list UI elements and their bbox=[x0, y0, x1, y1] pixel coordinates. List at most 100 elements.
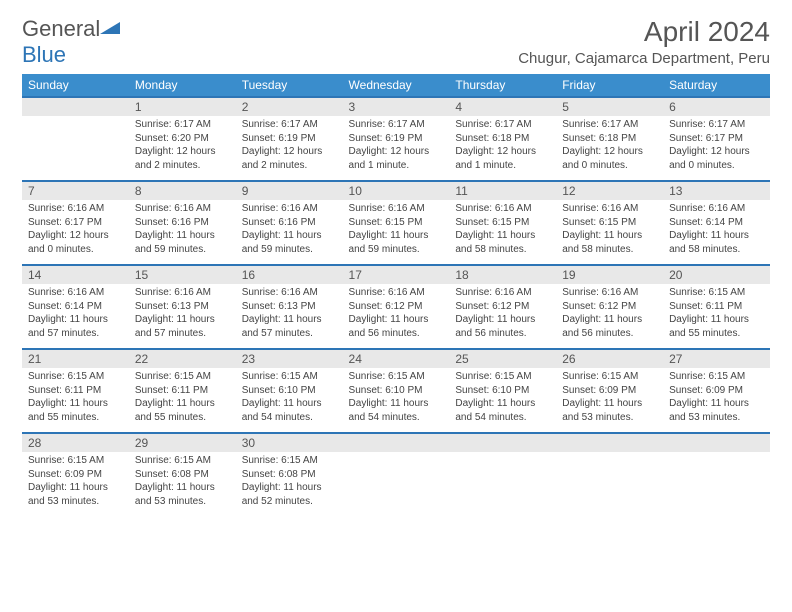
day-number: 29 bbox=[129, 433, 236, 452]
location: Chugur, Cajamarca Department, Peru bbox=[518, 50, 770, 67]
title-block: April 2024 Chugur, Cajamarca Department,… bbox=[518, 16, 770, 67]
day-detail: Sunrise: 6:15 AM Sunset: 6:08 PM Dayligh… bbox=[129, 452, 236, 516]
logo: GeneralBlue bbox=[22, 16, 120, 68]
day-number: 27 bbox=[663, 349, 770, 368]
day-number: 5 bbox=[556, 97, 663, 116]
day-number: 28 bbox=[22, 433, 129, 452]
day-detail: Sunrise: 6:16 AM Sunset: 6:16 PM Dayligh… bbox=[129, 200, 236, 265]
day-detail: Sunrise: 6:15 AM Sunset: 6:11 PM Dayligh… bbox=[129, 368, 236, 433]
day-number: 19 bbox=[556, 265, 663, 284]
day-detail: Sunrise: 6:15 AM Sunset: 6:08 PM Dayligh… bbox=[236, 452, 343, 516]
day-number: 8 bbox=[129, 181, 236, 200]
day-detail bbox=[343, 452, 450, 516]
day-header: Thursday bbox=[449, 74, 556, 97]
day-detail: Sunrise: 6:16 AM Sunset: 6:15 PM Dayligh… bbox=[343, 200, 450, 265]
day-number: 24 bbox=[343, 349, 450, 368]
day-detail: Sunrise: 6:15 AM Sunset: 6:10 PM Dayligh… bbox=[343, 368, 450, 433]
day-detail: Sunrise: 6:17 AM Sunset: 6:20 PM Dayligh… bbox=[129, 116, 236, 181]
day-detail-row: Sunrise: 6:16 AM Sunset: 6:17 PM Dayligh… bbox=[22, 200, 770, 265]
day-detail-row: Sunrise: 6:15 AM Sunset: 6:11 PM Dayligh… bbox=[22, 368, 770, 433]
day-number: 10 bbox=[343, 181, 450, 200]
day-number: 13 bbox=[663, 181, 770, 200]
day-header: Saturday bbox=[663, 74, 770, 97]
day-detail-row: Sunrise: 6:17 AM Sunset: 6:20 PM Dayligh… bbox=[22, 116, 770, 181]
day-number: 21 bbox=[22, 349, 129, 368]
day-detail: Sunrise: 6:15 AM Sunset: 6:09 PM Dayligh… bbox=[22, 452, 129, 516]
day-detail: Sunrise: 6:15 AM Sunset: 6:09 PM Dayligh… bbox=[556, 368, 663, 433]
day-number-row: 282930 bbox=[22, 433, 770, 452]
day-detail: Sunrise: 6:16 AM Sunset: 6:12 PM Dayligh… bbox=[556, 284, 663, 349]
day-number: 23 bbox=[236, 349, 343, 368]
calendar-page: GeneralBlue April 2024 Chugur, Cajamarca… bbox=[0, 0, 792, 532]
day-number: 22 bbox=[129, 349, 236, 368]
day-number: 9 bbox=[236, 181, 343, 200]
day-detail: Sunrise: 6:15 AM Sunset: 6:09 PM Dayligh… bbox=[663, 368, 770, 433]
day-number: 25 bbox=[449, 349, 556, 368]
day-number bbox=[343, 433, 450, 452]
day-detail: Sunrise: 6:15 AM Sunset: 6:10 PM Dayligh… bbox=[449, 368, 556, 433]
day-header: Tuesday bbox=[236, 74, 343, 97]
day-detail: Sunrise: 6:17 AM Sunset: 6:18 PM Dayligh… bbox=[449, 116, 556, 181]
day-number: 26 bbox=[556, 349, 663, 368]
day-detail: Sunrise: 6:16 AM Sunset: 6:15 PM Dayligh… bbox=[556, 200, 663, 265]
day-detail: Sunrise: 6:16 AM Sunset: 6:13 PM Dayligh… bbox=[236, 284, 343, 349]
day-detail: Sunrise: 6:16 AM Sunset: 6:12 PM Dayligh… bbox=[343, 284, 450, 349]
day-detail: Sunrise: 6:16 AM Sunset: 6:14 PM Dayligh… bbox=[22, 284, 129, 349]
day-number: 7 bbox=[22, 181, 129, 200]
day-detail: Sunrise: 6:16 AM Sunset: 6:16 PM Dayligh… bbox=[236, 200, 343, 265]
day-number-row: 78910111213 bbox=[22, 181, 770, 200]
day-number: 3 bbox=[343, 97, 450, 116]
calendar-body: 123456Sunrise: 6:17 AM Sunset: 6:20 PM D… bbox=[22, 97, 770, 516]
day-number bbox=[22, 97, 129, 116]
day-number: 20 bbox=[663, 265, 770, 284]
day-detail bbox=[556, 452, 663, 516]
day-number: 14 bbox=[22, 265, 129, 284]
logo-text: GeneralBlue bbox=[22, 16, 120, 68]
day-header: Sunday bbox=[22, 74, 129, 97]
day-detail: Sunrise: 6:16 AM Sunset: 6:14 PM Dayligh… bbox=[663, 200, 770, 265]
day-detail-row: Sunrise: 6:16 AM Sunset: 6:14 PM Dayligh… bbox=[22, 284, 770, 349]
day-detail: Sunrise: 6:17 AM Sunset: 6:19 PM Dayligh… bbox=[236, 116, 343, 181]
day-number: 2 bbox=[236, 97, 343, 116]
day-number: 4 bbox=[449, 97, 556, 116]
day-detail: Sunrise: 6:16 AM Sunset: 6:12 PM Dayligh… bbox=[449, 284, 556, 349]
logo-word-2: Blue bbox=[22, 42, 66, 67]
day-number: 1 bbox=[129, 97, 236, 116]
day-header: Friday bbox=[556, 74, 663, 97]
day-detail: Sunrise: 6:16 AM Sunset: 6:15 PM Dayligh… bbox=[449, 200, 556, 265]
day-detail bbox=[22, 116, 129, 181]
day-detail: Sunrise: 6:17 AM Sunset: 6:18 PM Dayligh… bbox=[556, 116, 663, 181]
day-detail bbox=[449, 452, 556, 516]
calendar-table: Sunday Monday Tuesday Wednesday Thursday… bbox=[22, 74, 770, 516]
day-number bbox=[663, 433, 770, 452]
day-header: Wednesday bbox=[343, 74, 450, 97]
day-number-row: 21222324252627 bbox=[22, 349, 770, 368]
day-detail bbox=[663, 452, 770, 516]
header: GeneralBlue April 2024 Chugur, Cajamarca… bbox=[22, 16, 770, 68]
day-number: 11 bbox=[449, 181, 556, 200]
logo-word-1: General bbox=[22, 16, 100, 41]
day-number: 15 bbox=[129, 265, 236, 284]
day-detail: Sunrise: 6:15 AM Sunset: 6:11 PM Dayligh… bbox=[22, 368, 129, 433]
day-header: Monday bbox=[129, 74, 236, 97]
day-detail: Sunrise: 6:15 AM Sunset: 6:11 PM Dayligh… bbox=[663, 284, 770, 349]
day-number: 18 bbox=[449, 265, 556, 284]
day-detail-row: Sunrise: 6:15 AM Sunset: 6:09 PM Dayligh… bbox=[22, 452, 770, 516]
day-header-row: Sunday Monday Tuesday Wednesday Thursday… bbox=[22, 74, 770, 97]
day-number-row: 14151617181920 bbox=[22, 265, 770, 284]
day-number-row: 123456 bbox=[22, 97, 770, 116]
day-number: 17 bbox=[343, 265, 450, 284]
logo-triangle-icon bbox=[100, 16, 120, 42]
day-number: 6 bbox=[663, 97, 770, 116]
day-number bbox=[556, 433, 663, 452]
day-number: 30 bbox=[236, 433, 343, 452]
day-detail: Sunrise: 6:16 AM Sunset: 6:13 PM Dayligh… bbox=[129, 284, 236, 349]
day-number bbox=[449, 433, 556, 452]
day-number: 16 bbox=[236, 265, 343, 284]
month-title: April 2024 bbox=[518, 16, 770, 48]
day-detail: Sunrise: 6:15 AM Sunset: 6:10 PM Dayligh… bbox=[236, 368, 343, 433]
day-detail: Sunrise: 6:17 AM Sunset: 6:19 PM Dayligh… bbox=[343, 116, 450, 181]
day-number: 12 bbox=[556, 181, 663, 200]
day-detail: Sunrise: 6:17 AM Sunset: 6:17 PM Dayligh… bbox=[663, 116, 770, 181]
day-detail: Sunrise: 6:16 AM Sunset: 6:17 PM Dayligh… bbox=[22, 200, 129, 265]
